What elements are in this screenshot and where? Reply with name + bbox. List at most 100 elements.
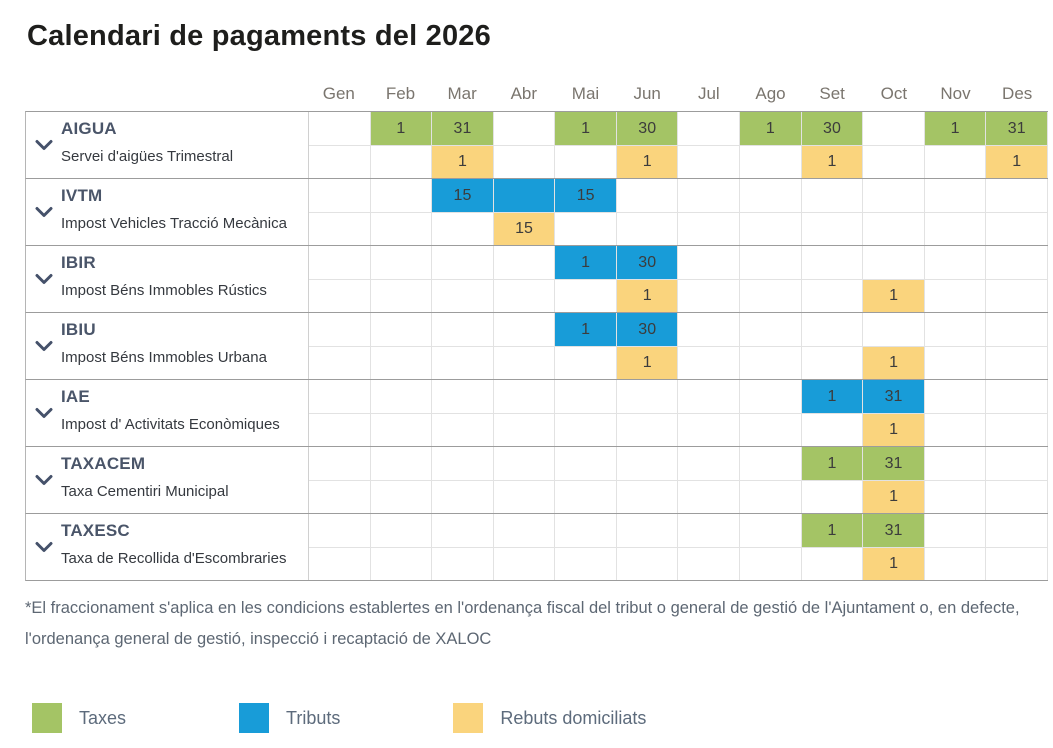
payment-cell-iae-sub-gen: [309, 413, 371, 446]
payment-cell-taxesc-main-feb: [371, 514, 433, 547]
payment-cell-ibir-main-des: [986, 246, 1048, 279]
month-header-row: Gen Feb Mar Abr Mai Jun Jul Ago Set Oct Nov Des: [25, 84, 1048, 111]
payment-cell-taxesc-main-abr: [494, 514, 556, 547]
payment-cell-ibiu-sub-mar: [432, 346, 494, 379]
payment-cell-taxacem-main-nov: [925, 447, 987, 480]
payment-cell-aigua-main-mai: 1: [555, 112, 617, 145]
payment-cell-ibir-sub-ago: [740, 279, 802, 312]
payment-cell-aigua-main-oct: [863, 112, 925, 145]
chevron-down-icon[interactable]: [35, 140, 53, 151]
tax-code-label: IAE: [61, 387, 90, 406]
payment-cell-ibiu-main-ago: [740, 313, 802, 346]
chevron-down-icon[interactable]: [35, 207, 53, 218]
payment-cell-aigua-main-gen: [309, 112, 371, 145]
payment-cell-aigua-sub-mar: 1: [432, 145, 494, 178]
page-title: Calendari de pagaments del 2026: [27, 20, 491, 52]
tax-group-ibiu: IBIU Impost Béns Immobles Urbana 1 30 1 1: [25, 312, 1048, 379]
payment-cell-aigua-sub-set: 1: [801, 145, 864, 178]
payment-cell-taxesc-sub-feb: [370, 547, 433, 580]
payment-cell-taxacem-main-des: [986, 447, 1048, 480]
payment-cell-taxacem-sub-feb: [370, 480, 433, 513]
payment-cell-ibir-sub-jul: [678, 279, 741, 312]
month-header-jun: Jun: [633, 84, 661, 103]
payment-cell-taxacem-main-abr: [494, 447, 556, 480]
payment-cell-iae-sub-jun: [616, 413, 679, 446]
payment-cell-ivtm-main-jun: [617, 179, 679, 212]
legend-swatch-taxes: [32, 703, 62, 733]
payment-cell-iae-main-jul: [678, 380, 741, 413]
payment-cell-taxacem-sub-nov: [924, 480, 987, 513]
tax-description-label: Taxa Cementiri Municipal: [61, 483, 229, 500]
payment-cell-ibiu-sub-ago: [740, 346, 802, 379]
payment-cell-taxesc-sub-jun: [616, 547, 679, 580]
chevron-down-icon[interactable]: [35, 341, 53, 352]
payment-cell-ibiu-main-jul: [678, 313, 741, 346]
payment-cell-taxacem-main-mai: [555, 447, 617, 480]
legend-item-rebuts: Rebuts domiciliats: [453, 703, 646, 733]
payment-cell-taxesc-main-des: [986, 514, 1048, 547]
tax-label-cell-ibir: IBIR Impost Béns Immobles Rústics: [26, 246, 309, 312]
tax-group-ibir: IBIR Impost Béns Immobles Rústics 1 30 1 1: [25, 245, 1048, 312]
payment-calendar-page: Calendari de pagaments del 2026 Gen Feb Ma…: [0, 20, 1053, 733]
payment-cell-ivtm-main-jul: [678, 179, 741, 212]
payment-cell-taxesc-sub-des: [986, 547, 1048, 580]
payment-cell-aigua-main-mar: 31: [432, 112, 494, 145]
legend-label-tributs: Tributs: [286, 707, 341, 728]
payment-cell-iae-main-gen: [309, 380, 371, 413]
payment-cell-taxacem-sub-set: [801, 480, 864, 513]
chevron-down-icon[interactable]: [35, 542, 53, 553]
chevron-down-icon[interactable]: [35, 274, 53, 285]
payment-cell-ivtm-main-oct: [863, 179, 925, 212]
month-header-gen: Gen: [322, 84, 355, 103]
chevron-down-icon[interactable]: [35, 475, 53, 486]
payment-cell-ibiu-sub-nov: [924, 346, 987, 379]
legend-label-rebuts: Rebuts domiciliats: [500, 707, 647, 728]
payment-cell-ivtm-main-feb: [371, 179, 433, 212]
payment-cell-ibiu-main-mai: 1: [555, 313, 617, 346]
payment-cell-iae-sub-mar: [432, 413, 494, 446]
month-header-jul: Jul: [697, 84, 720, 103]
payment-cell-ivtm-sub-set: [801, 212, 864, 245]
payment-cell-ibir-main-oct: [863, 246, 925, 279]
payment-cell-ibir-main-mai: 1: [555, 246, 617, 279]
payment-cell-aigua-main-feb: 1: [370, 112, 433, 145]
payment-cell-ibiu-main-jun: 30: [616, 313, 679, 346]
payment-cell-ibir-main-ago: [740, 246, 802, 279]
payment-cell-taxesc-main-oct: 31: [863, 514, 925, 547]
payment-cell-ivtm-sub-abr: 15: [493, 212, 556, 245]
tax-group-taxacem: TAXACEM Taxa Cementiri Municipal 1 31 1: [25, 446, 1048, 513]
tax-description-label: Taxa de Recollida d'Escombraries: [61, 550, 287, 567]
payment-cell-iae-sub-oct: 1: [863, 413, 925, 446]
payment-cell-ibir-main-abr: [494, 246, 556, 279]
payment-cell-ivtm-main-set: [802, 179, 864, 212]
payment-cell-iae-sub-abr: [493, 413, 556, 446]
payment-cell-taxacem-sub-des: [986, 480, 1048, 513]
month-header-mar: Mar: [447, 84, 477, 103]
tax-code-label: IBIU: [61, 320, 96, 339]
payment-cell-taxacem-main-ago: [740, 447, 802, 480]
payment-cell-ibir-main-set: [802, 246, 864, 279]
month-header-ago: Ago: [755, 84, 786, 103]
payment-cell-ivtm-main-ago: [740, 179, 802, 212]
tax-label-cell-ibiu: IBIU Impost Béns Immobles Urbana: [26, 313, 309, 379]
legend-item-tributs: Tributs: [239, 703, 340, 733]
chevron-down-icon[interactable]: [35, 408, 53, 419]
payment-cell-taxesc-sub-jul: [678, 547, 741, 580]
payment-cell-iae-sub-des: [986, 413, 1048, 446]
payment-cell-aigua-sub-jun: 1: [616, 145, 679, 178]
payment-cell-aigua-main-ago: 1: [740, 112, 802, 145]
payment-cell-ibir-sub-oct: 1: [863, 279, 925, 312]
payment-cell-ivtm-sub-mar: [432, 212, 494, 245]
tax-group-taxesc: TAXESC Taxa de Recollida d'Escombraries 1 3…: [25, 513, 1048, 581]
month-header-mai: Mai: [571, 84, 600, 103]
payment-cell-ivtm-main-des: [986, 179, 1048, 212]
tax-group-ivtm: IVTM Impost Vehicles Tracció Mecànica 15 15…: [25, 178, 1048, 245]
payment-cell-iae-sub-set: [801, 413, 864, 446]
tax-label-cell-ivtm: IVTM Impost Vehicles Tracció Mecànica: [26, 179, 309, 245]
payment-cell-taxacem-main-feb: [371, 447, 433, 480]
tax-code-label: AIGUA: [61, 119, 117, 138]
payment-cell-taxesc-sub-abr: [493, 547, 556, 580]
payment-cell-taxesc-main-jun: [617, 514, 679, 547]
payment-cell-aigua-sub-abr: [493, 145, 556, 178]
tax-description-label: Impost Vehicles Tracció Mecànica: [61, 215, 287, 232]
